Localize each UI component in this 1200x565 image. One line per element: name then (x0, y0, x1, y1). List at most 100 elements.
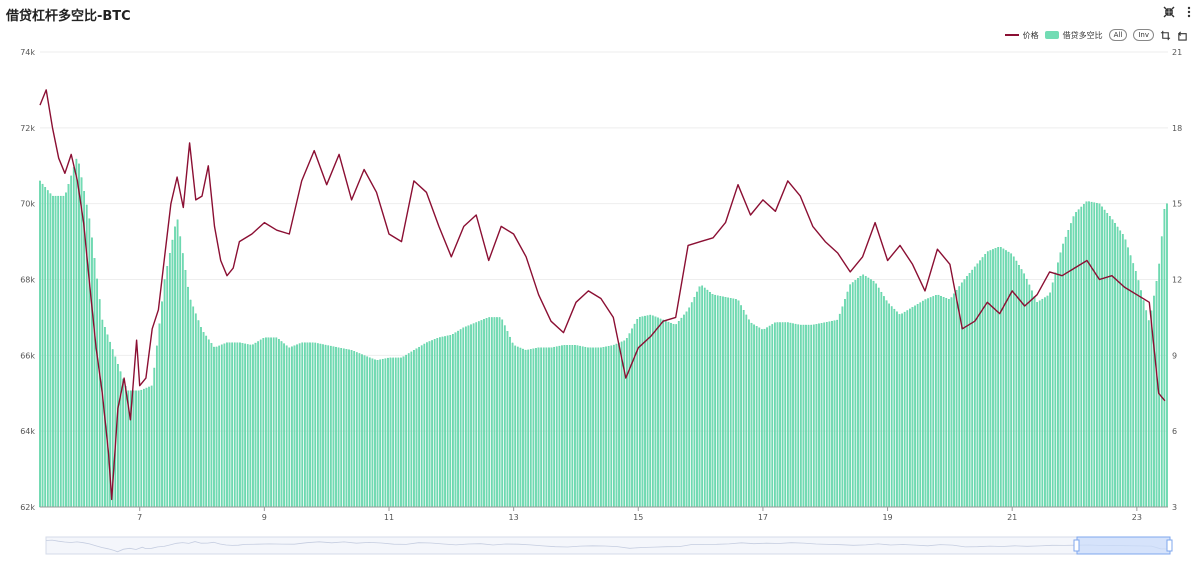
ratio-bar (319, 343, 322, 508)
legend-price-label: 价格 (1022, 30, 1039, 40)
ratio-bar (1083, 204, 1085, 508)
ratio-bar (301, 342, 304, 508)
ratio-bar (857, 278, 859, 508)
ratio-bar (973, 266, 976, 508)
ratio-bar (62, 195, 65, 508)
ratio-bar (176, 219, 179, 508)
ratio-bar (955, 289, 958, 508)
ratio-bar (571, 345, 574, 508)
ratio-bar (117, 364, 119, 508)
ratio-bar (415, 348, 418, 508)
ratio-bar (189, 299, 192, 508)
ratio-bar (522, 348, 524, 508)
collapse-icon[interactable] (1162, 5, 1176, 19)
ratio-bar (1023, 273, 1026, 508)
ratio-bar (1119, 230, 1122, 508)
ratio-bar (864, 276, 867, 508)
ratio-bar (677, 321, 680, 508)
y-left-tick-label: 62k (20, 503, 35, 512)
ratio-bar (784, 322, 787, 508)
ratio-bar (280, 341, 283, 508)
ratio-bar (449, 335, 452, 508)
ratio-bar (132, 390, 135, 508)
more-icon[interactable] (1182, 5, 1196, 19)
ratio-bar (257, 341, 259, 508)
ratio-bar (548, 347, 550, 508)
ratio-bar (218, 345, 221, 508)
ratio-bar (553, 346, 556, 508)
ratio-bar (1033, 296, 1036, 508)
ratio-bar (140, 389, 143, 508)
ratio-bar (597, 347, 600, 508)
ratio-bar (106, 334, 109, 508)
ratio-bar (594, 347, 597, 508)
ratio-bar (797, 324, 800, 508)
x-tick-label: 13 (509, 513, 519, 522)
ratio-bar (579, 345, 581, 508)
ratio-bar (1025, 278, 1028, 508)
ratio-bar (615, 343, 618, 508)
ratio-bar (52, 195, 54, 508)
zoom-select-icon[interactable] (1160, 30, 1171, 41)
ratio-bar (475, 322, 478, 508)
ratio-bar (1077, 209, 1080, 508)
ratio-bar (39, 180, 41, 508)
x-tick-label: 15 (633, 513, 643, 522)
ratio-bar (1044, 297, 1046, 508)
ratio-bar (340, 348, 343, 508)
ratio-bar (298, 343, 301, 508)
ratio-bar (789, 322, 792, 508)
ratio-bar (748, 319, 750, 508)
ratio-bar (644, 315, 646, 508)
ratio-bar (413, 350, 415, 508)
y-right-tick-label: 18 (1172, 124, 1182, 133)
ratio-bar (137, 390, 140, 508)
legend-inv-button[interactable]: Inv (1133, 29, 1154, 41)
ratio-bar (293, 345, 296, 508)
ratio-bar (241, 343, 244, 508)
ratio-bar (592, 347, 594, 508)
ratio-bar (1005, 250, 1007, 508)
legend-all-button[interactable]: All (1108, 29, 1128, 41)
ratio-bar (187, 286, 189, 508)
ratio-bar (275, 337, 278, 508)
ratio-bar (516, 346, 519, 508)
slider-handle-right (1166, 539, 1173, 552)
ratio-bar (439, 337, 441, 508)
ratio-bar (831, 320, 833, 508)
x-tick-label: 23 (1132, 513, 1142, 522)
ratio-bar (909, 308, 911, 508)
ratio-bar (1093, 202, 1096, 508)
ratio-bar (54, 195, 57, 508)
ratio-bar (98, 299, 101, 508)
ratio-bar (696, 291, 698, 508)
ratio-bar (91, 237, 93, 508)
ratio-bar (210, 343, 213, 508)
ratio-bar (916, 303, 919, 508)
ratio-bar (737, 300, 740, 508)
zoom-reset-icon[interactable] (1177, 30, 1188, 41)
legend-item-ratio[interactable]: 借贷多空比 (1044, 30, 1103, 41)
ratio-bar (664, 320, 667, 508)
ratio-bar (833, 320, 836, 508)
ratio-bar (1054, 272, 1057, 508)
ratio-bar (376, 360, 379, 508)
ratio-bar (690, 302, 693, 508)
ratio-bar (862, 274, 865, 508)
ratio-bar (929, 297, 932, 508)
ratio-bar (101, 319, 104, 508)
y-left-tick-label: 74k (20, 48, 35, 57)
ratio-bar (693, 297, 696, 508)
ratio-bar (994, 248, 997, 508)
legend-item-price[interactable]: 价格 (1004, 30, 1039, 41)
ratio-bar (259, 339, 262, 508)
ratio-bar (88, 218, 91, 508)
ratio-bar (1134, 271, 1137, 508)
ratio-bar (662, 319, 665, 508)
x-tick-label: 21 (1007, 513, 1017, 522)
legend-ratio-swatch (1044, 31, 1059, 39)
ratio-bar (945, 298, 948, 508)
ratio-bar (566, 345, 568, 508)
ratio-bar (233, 342, 236, 508)
